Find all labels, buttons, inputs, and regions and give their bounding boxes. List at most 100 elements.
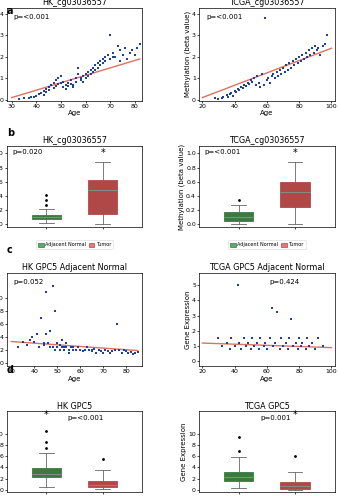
Point (66, 82, 71, 90)
Point (295, 345, 300, 353)
Point (41, 87, 46, 95)
Point (293, 55, 298, 63)
Point (41, 341, 46, 349)
Point (73, 78, 78, 86)
Point (58, 78, 64, 86)
Point (90, 64, 96, 72)
Point (113, 53, 118, 61)
Point (216, 94, 221, 102)
Point (290, 342, 295, 350)
PathPatch shape (31, 468, 61, 477)
Point (272, 74, 277, 82)
Point (256, 78, 262, 86)
Point (237, 86, 242, 94)
Point (295, 60, 300, 68)
Point (89, 347, 94, 355)
Point (73, 74, 78, 82)
Point (63, 85, 69, 93)
Point (305, 53, 310, 61)
Point (290, 57, 295, 65)
Point (20, 338, 26, 346)
Point (66, 346, 71, 354)
Point (313, 42, 318, 50)
Point (80, 72, 86, 80)
Point (16, 342, 21, 350)
Point (271, 70, 276, 78)
Point (229, 334, 234, 342)
Point (50, 342, 55, 350)
Point (313, 345, 318, 353)
Point (110, 347, 115, 355)
Point (83, 74, 88, 82)
Point (235, 85, 241, 93)
Point (87, 346, 92, 354)
Point (117, 46, 123, 54)
Point (41, 92, 46, 100)
Point (103, 346, 108, 354)
X-axis label: Age: Age (68, 110, 81, 116)
Point (95, 64, 101, 72)
Text: p=<0.001: p=<0.001 (14, 14, 50, 20)
Point (306, 342, 312, 350)
X-axis label: Age: Age (260, 376, 273, 382)
Point (41, 340, 46, 347)
Point (89, 346, 94, 354)
Point (107, 55, 113, 63)
Point (288, 314, 294, 322)
Point (238, 83, 244, 91)
Point (232, 87, 237, 95)
Point (309, 44, 315, 52)
Point (93, 66, 98, 74)
Point (110, 53, 115, 61)
Point (306, 46, 312, 54)
Point (250, 78, 255, 86)
Point (36, 90, 42, 98)
PathPatch shape (31, 214, 61, 220)
Point (282, 68, 287, 76)
Point (96, 346, 101, 354)
Point (119, 349, 124, 357)
Point (91, 344, 97, 352)
Point (284, 339, 289, 347)
Legend: Adjacent Normal, Tumor: Adjacent Normal, Tumor (228, 240, 306, 249)
Point (317, 50, 323, 58)
Point (39, 90, 44, 98)
Legend: Adjacent Normal, Tumor: Adjacent Normal, Tumor (36, 240, 113, 249)
Point (44, 85, 49, 93)
Point (279, 70, 284, 78)
PathPatch shape (281, 482, 310, 488)
Text: p=<0.001: p=<0.001 (204, 150, 241, 156)
Point (267, 334, 273, 342)
Point (31, 93, 37, 101)
Point (80, 347, 85, 355)
Title: HK_cg03036557: HK_cg03036557 (42, 136, 107, 145)
Point (45, 340, 51, 347)
Point (68, 80, 73, 88)
Point (103, 53, 108, 61)
Point (243, 342, 249, 350)
Point (309, 339, 315, 347)
Point (68, 76, 73, 84)
Point (48, 326, 53, 334)
Text: b: b (7, 128, 14, 138)
Point (259, 70, 265, 78)
Point (53, 76, 59, 84)
Point (29, 333, 35, 341)
Y-axis label: Methylation (beta value): Methylation (beta value) (184, 11, 191, 97)
Point (229, 90, 234, 98)
Point (308, 50, 313, 58)
Point (25, 341, 30, 349)
Point (56, 74, 61, 82)
X-axis label: Age: Age (68, 376, 81, 382)
Point (33, 92, 39, 100)
Point (80, 78, 86, 86)
Point (300, 339, 305, 347)
Point (132, 50, 138, 58)
Point (305, 334, 310, 342)
Point (110, 48, 115, 56)
Text: *: * (293, 410, 297, 420)
Point (32, 338, 37, 346)
Point (90, 68, 96, 76)
PathPatch shape (224, 212, 254, 221)
Point (287, 334, 292, 342)
